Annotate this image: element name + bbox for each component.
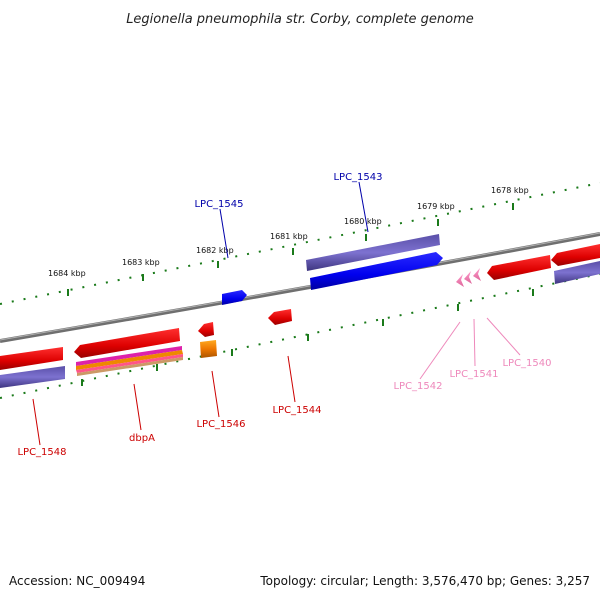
right-purple-feature[interactable] <box>554 261 600 284</box>
ruler-label-1684: 1684 kbp <box>48 269 86 278</box>
lpc1542-feature[interactable] <box>456 274 464 287</box>
lpc1543-feature[interactable] <box>310 252 443 290</box>
genome-backbone-highlight <box>0 232 600 341</box>
topology-text: Topology: circular; Length: 3,576,470 bp… <box>260 574 590 588</box>
lpc1545-feature[interactable] <box>222 290 247 305</box>
ruler-label-1681: 1681 kbp <box>270 232 308 241</box>
upper-major-ticks <box>67 203 514 296</box>
lpc1546-orange-feature[interactable] <box>200 340 217 358</box>
gene-label-lpc1546[interactable]: LPC_1546 <box>196 419 245 430</box>
gene-label-lpc1541[interactable]: LPC_1541 <box>449 369 498 380</box>
upper-ruler <box>0 182 600 305</box>
ruler-label-1679: 1679 kbp <box>417 202 455 211</box>
accession-text: Accession: NC_009494 <box>9 574 146 588</box>
map-title: Legionella pneumophila str. Corby, compl… <box>126 12 474 27</box>
label-connectors <box>32 181 521 446</box>
lpc1548-purple-feature[interactable] <box>0 366 65 388</box>
ruler-label-1682: 1682 kbp <box>196 246 234 255</box>
gene-label-lpc1542[interactable]: LPC_1542 <box>393 381 442 392</box>
lpc1541-feature[interactable] <box>464 271 472 284</box>
ruler-label-1678: 1678 kbp <box>491 186 529 195</box>
lpc1540-feature[interactable] <box>473 268 481 281</box>
right-red-feature-1[interactable] <box>487 255 551 280</box>
ruler-label-1680: 1680 kbp <box>344 217 382 226</box>
gene-label-lpc1544[interactable]: LPC_1544 <box>272 405 321 416</box>
gene-label-lpc1548[interactable]: LPC_1548 <box>17 447 66 458</box>
gene-label-dbpa[interactable]: dbpA <box>129 433 155 444</box>
genome-backbone <box>0 232 600 343</box>
lpc1544-feature[interactable] <box>268 309 292 325</box>
lpc1543-purple-feature[interactable] <box>306 234 440 271</box>
lower-major-ticks <box>81 289 534 386</box>
lower-ruler <box>0 273 600 399</box>
dbpa-feature[interactable] <box>74 328 180 358</box>
gene-label-lpc1545[interactable]: LPC_1545 <box>194 199 243 210</box>
lpc1548-feature[interactable] <box>0 347 63 370</box>
lpc1546-feature[interactable] <box>198 322 214 337</box>
ruler-label-1683: 1683 kbp <box>122 258 160 267</box>
gene-label-lpc1540[interactable]: LPC_1540 <box>502 358 551 369</box>
right-red-feature-2[interactable] <box>551 244 600 266</box>
gene-label-lpc1543[interactable]: LPC_1543 <box>333 172 382 183</box>
dbpa-multicolor-feature[interactable] <box>76 346 183 376</box>
